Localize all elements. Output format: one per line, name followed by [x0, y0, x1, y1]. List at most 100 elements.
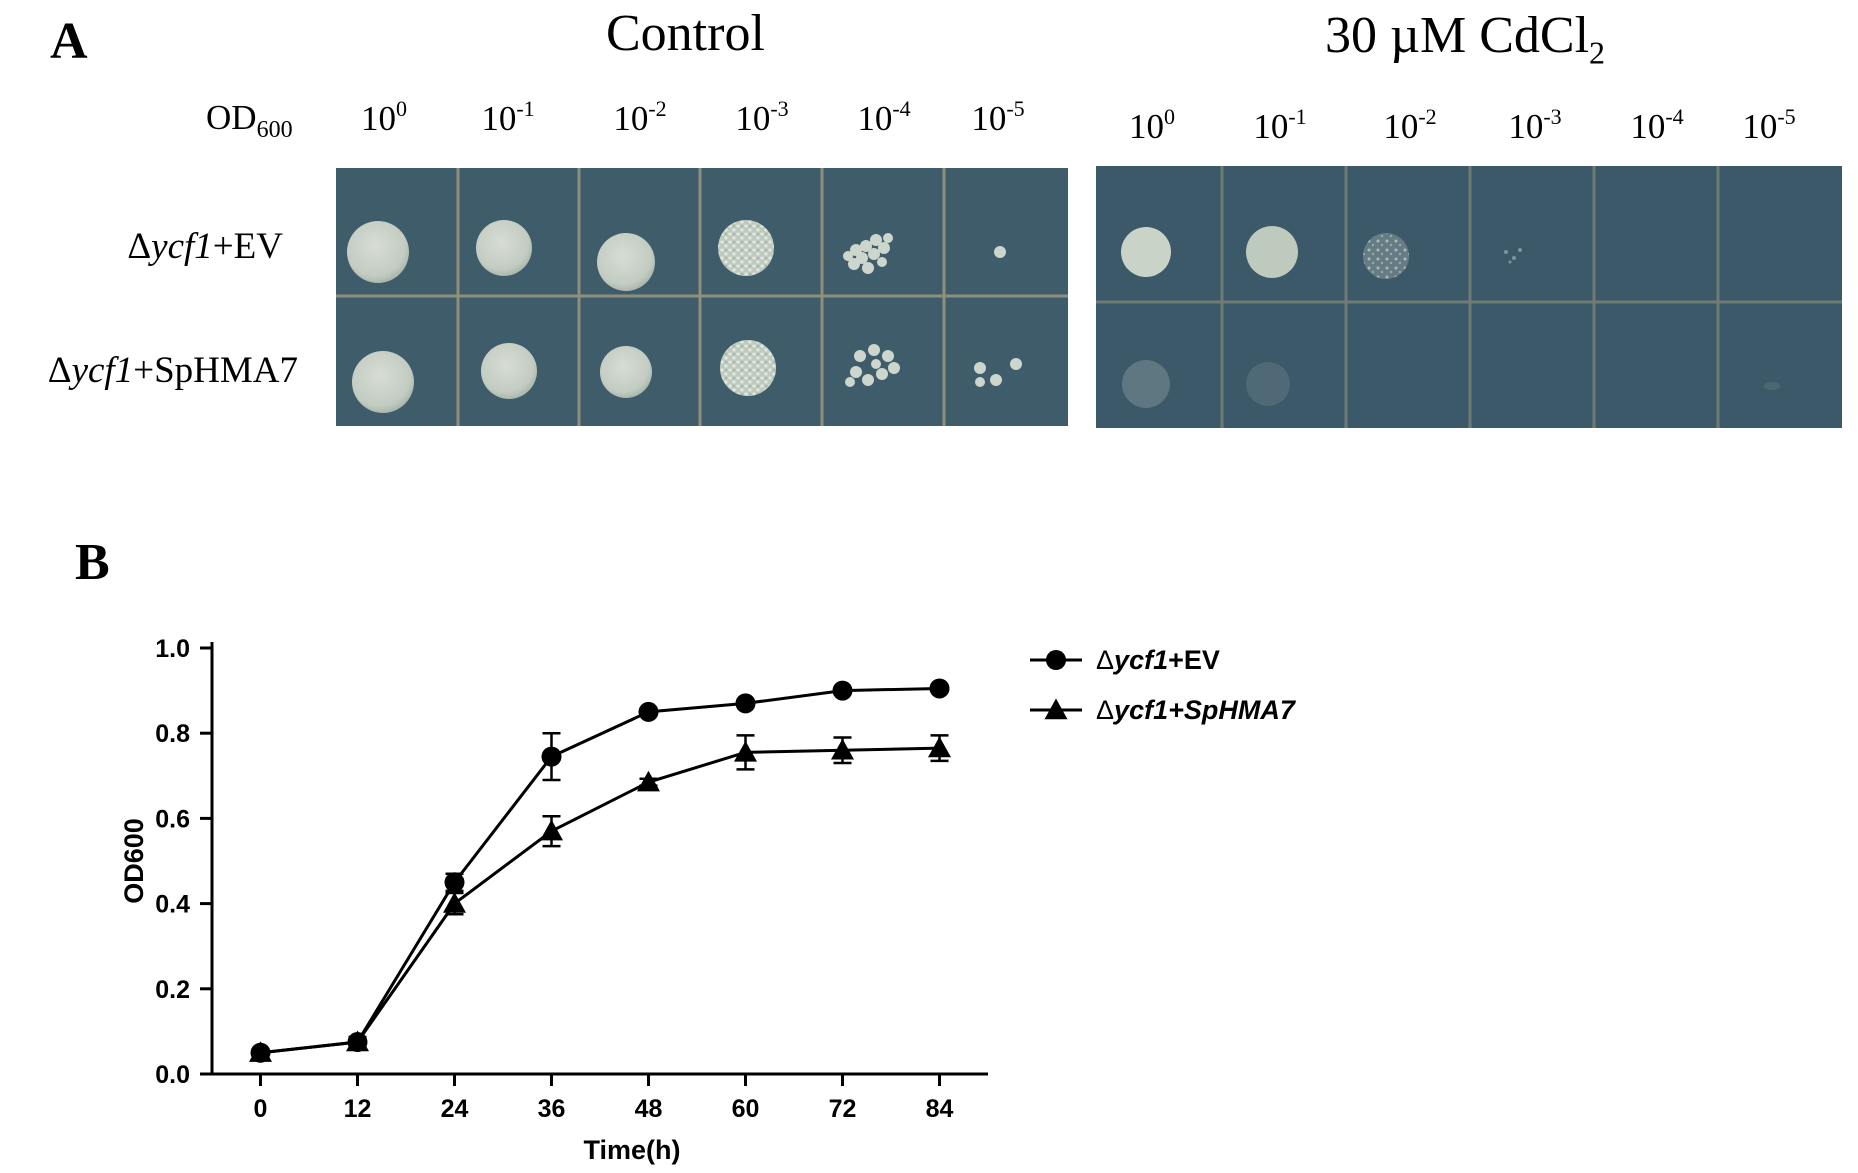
cadmium-title-subscript: 2	[1589, 34, 1606, 71]
dilution-base: 10	[361, 99, 396, 138]
colony-spot	[352, 351, 414, 413]
dilution-label: 10-1	[481, 96, 535, 138]
dilution-base: 10	[1630, 107, 1666, 146]
data-point-triangle	[831, 738, 854, 760]
colony-spot	[718, 220, 774, 276]
dilution-base: 10	[613, 99, 649, 138]
dilution-exponent: -1	[516, 96, 535, 121]
colony-spot	[347, 221, 409, 283]
dilution-label: 10-1	[1253, 104, 1307, 145]
data-point-triangle	[1044, 698, 1068, 720]
data-point-circle	[541, 746, 562, 767]
strain-gene: ycf1	[151, 226, 213, 267]
data-point-circle	[638, 701, 659, 722]
data-point-triangle	[637, 770, 660, 792]
colony-spot	[1363, 233, 1409, 279]
dilution-exponent: -1	[1288, 104, 1307, 129]
data-point-circle	[929, 678, 950, 699]
dilution-label: 100	[1129, 104, 1175, 146]
colony-spot	[600, 346, 652, 398]
od-label-subscript: 600	[256, 117, 293, 143]
data-point-triangle	[928, 736, 951, 758]
dilution-base: 10	[1508, 107, 1544, 146]
plate-grid	[336, 168, 1068, 426]
x-tick-label: 0	[254, 1095, 268, 1123]
dilution-base: 10	[1129, 107, 1164, 146]
x-tick-label: 84	[926, 1095, 954, 1123]
legend-delta: Δ	[1096, 645, 1114, 675]
x-tick-label: 60	[732, 1095, 760, 1123]
colony-spot	[1246, 226, 1298, 278]
dilution-label: 10-5	[971, 96, 1025, 138]
dilution-label: 10-3	[735, 98, 788, 138]
colony-spot	[476, 220, 532, 276]
data-point-triangle	[540, 819, 563, 841]
dilution-base: 10	[971, 99, 1007, 138]
dilution-exponent: -3	[1543, 104, 1562, 129]
data-point-circle	[444, 872, 465, 893]
dilution-label: 10-2	[613, 96, 667, 138]
colony-spot	[720, 340, 776, 396]
colony-spot-faint	[1246, 362, 1290, 406]
x-tick-label: 12	[344, 1095, 372, 1123]
dilution-exponent: 0	[1164, 104, 1175, 129]
legend-suffix: +EV	[1168, 645, 1220, 675]
x-tick-label: 48	[635, 1095, 663, 1123]
dilution-label: 10-5	[1742, 104, 1796, 145]
dilution-exponent: -2	[1418, 104, 1437, 129]
strain-label-ev: Δycf1+EV	[127, 228, 283, 265]
dilution-exponent: -5	[1777, 104, 1796, 129]
legend-label: Δycf1+SpHMA7	[1096, 695, 1297, 725]
dilution-base: 10	[735, 99, 771, 138]
y-tick-label: 0.8	[155, 720, 190, 748]
colony-spot	[481, 343, 537, 399]
colony-spot	[1121, 227, 1171, 277]
dilution-label: 10-2	[1383, 104, 1437, 146]
x-axis-title: Time(h)	[583, 1135, 680, 1165]
data-point-circle	[1046, 650, 1066, 670]
dilution-exponent: -4	[1665, 104, 1684, 129]
x-tick-label: 72	[829, 1095, 857, 1123]
strain-delta: Δ	[127, 226, 152, 267]
control-title: Control	[606, 5, 765, 62]
data-point-triangle	[249, 1041, 272, 1062]
cadmium-plate-photo	[1096, 166, 1842, 428]
data-point-triangle	[346, 1030, 369, 1052]
strain-gene: ycf1	[71, 350, 134, 391]
y-tick-label: 0.2	[155, 976, 190, 1004]
control-plate-photo	[336, 168, 1068, 426]
cadmium-title-text: 30 µM CdCl	[1325, 7, 1590, 64]
dilution-base: 10	[481, 99, 517, 138]
series-line	[260, 746, 940, 1055]
x-tick-label: 24	[441, 1095, 469, 1123]
strain-delta: Δ	[47, 350, 72, 391]
strain-label-sphma7: Δycf1+SpHMA7	[48, 352, 298, 389]
colony-trace	[1504, 248, 1522, 264]
chart-series	[249, 678, 951, 1063]
od600-label: OD600	[206, 100, 293, 142]
dilution-exponent: -5	[1006, 96, 1025, 121]
y-tick-label: 0.4	[155, 891, 190, 919]
dilution-exponent: 0	[396, 96, 407, 121]
series-ev	[250, 678, 950, 1063]
legend-gene: ycf1	[1112, 645, 1168, 675]
legend-delta: Δ	[1096, 695, 1114, 725]
dilution-exponent: -2	[648, 96, 667, 121]
strain-suffix: +EV	[212, 226, 283, 267]
panel-b-label: B	[75, 534, 110, 591]
series-line	[260, 686, 940, 1055]
y-tick-label: 0.6	[155, 805, 190, 833]
series-sphma7	[249, 734, 951, 1062]
dilution-base: 10	[1383, 107, 1419, 146]
dilution-label: 10-3	[1508, 104, 1562, 146]
plate-grid	[1096, 166, 1842, 428]
cadmium-title: 30 µM CdCl2	[1325, 7, 1606, 71]
legend-gene: ycf1	[1112, 695, 1168, 725]
data-point-circle	[735, 693, 756, 714]
colony-spot	[597, 233, 655, 291]
legend-suffix: +SpHMA7	[1168, 695, 1297, 725]
dilution-label: 10-4	[1630, 104, 1684, 146]
colony-cluster	[845, 344, 900, 387]
dilution-label: 10-4	[857, 98, 910, 137]
